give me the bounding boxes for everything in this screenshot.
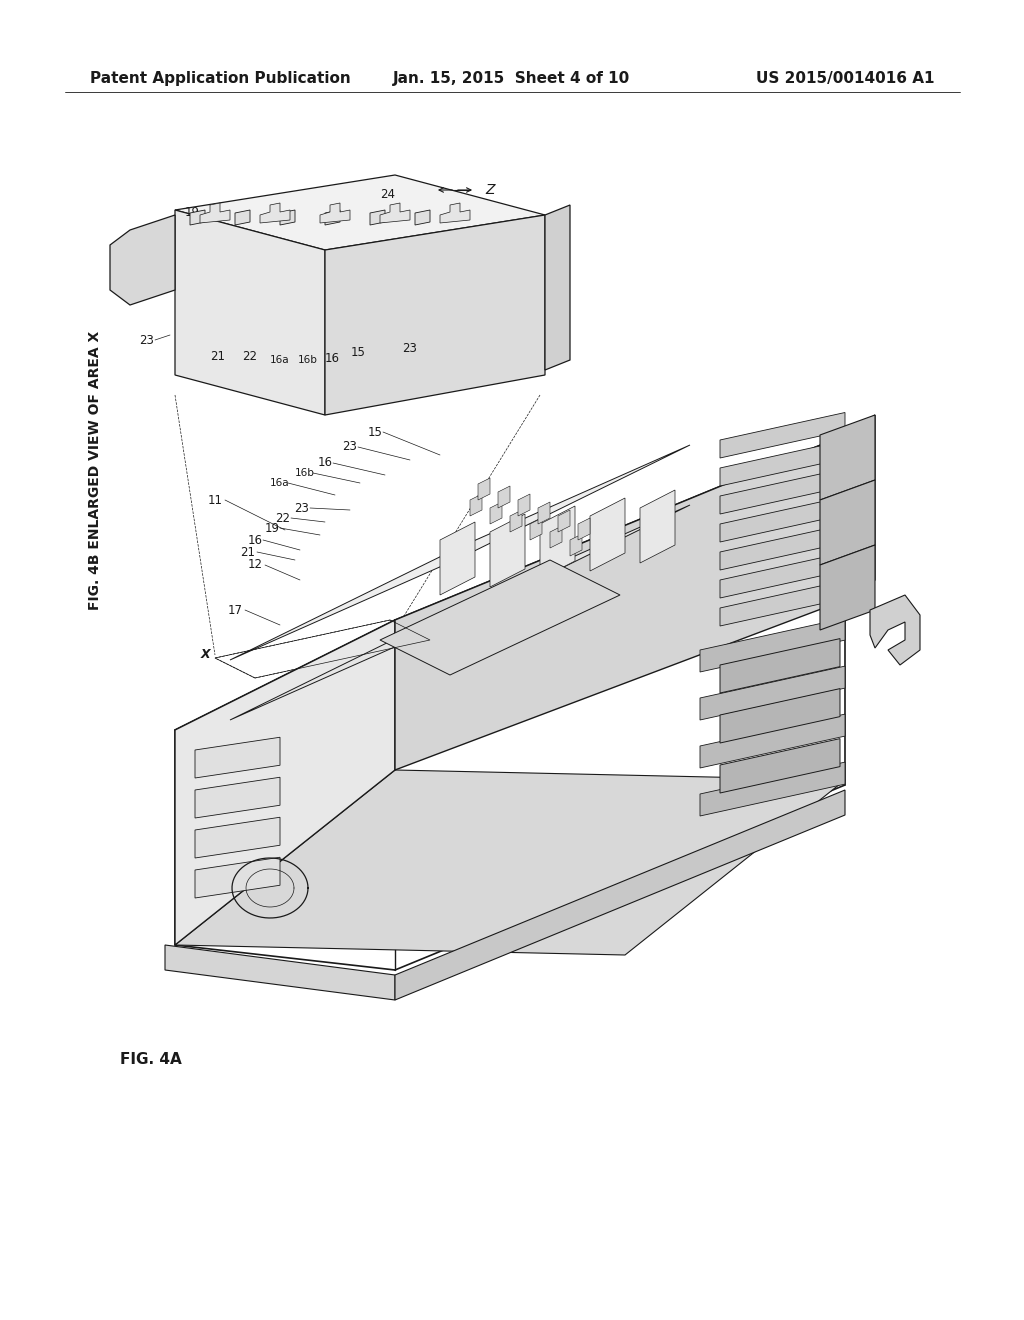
Text: X: X (200, 648, 210, 661)
Text: 15: 15 (368, 425, 382, 438)
Polygon shape (200, 203, 230, 223)
Polygon shape (870, 595, 920, 665)
Polygon shape (720, 412, 845, 458)
Polygon shape (478, 478, 490, 500)
Text: 21: 21 (211, 351, 225, 363)
Text: 22: 22 (243, 351, 257, 363)
Polygon shape (558, 510, 570, 532)
Polygon shape (395, 789, 845, 1001)
Polygon shape (325, 210, 340, 224)
Polygon shape (720, 689, 840, 743)
Text: 16a: 16a (270, 478, 290, 488)
Polygon shape (175, 620, 395, 945)
Polygon shape (380, 560, 620, 675)
Text: 11: 11 (208, 494, 222, 507)
Text: US 2015/0014016 A1: US 2015/0014016 A1 (757, 70, 935, 86)
Polygon shape (510, 510, 522, 532)
Polygon shape (720, 524, 845, 570)
Polygon shape (720, 639, 840, 693)
Polygon shape (570, 535, 582, 556)
Polygon shape (845, 414, 874, 601)
Polygon shape (230, 445, 690, 660)
Polygon shape (578, 517, 590, 540)
Text: 23: 23 (295, 502, 309, 515)
Text: 16: 16 (325, 351, 340, 364)
Polygon shape (260, 203, 290, 223)
Text: Z: Z (485, 183, 495, 197)
Polygon shape (175, 176, 545, 249)
Polygon shape (470, 494, 482, 516)
Text: 21: 21 (241, 545, 256, 558)
Polygon shape (640, 490, 675, 564)
Text: 17: 17 (227, 603, 243, 616)
Text: 23: 23 (343, 441, 357, 454)
Polygon shape (280, 210, 295, 224)
Text: X: X (227, 894, 237, 907)
Polygon shape (195, 857, 280, 898)
Text: 16: 16 (317, 457, 333, 470)
Polygon shape (538, 502, 550, 524)
Text: 16a: 16a (270, 355, 290, 366)
Polygon shape (490, 513, 525, 587)
Polygon shape (325, 215, 545, 414)
Text: 22: 22 (275, 511, 291, 524)
Polygon shape (370, 210, 385, 224)
Polygon shape (700, 714, 845, 768)
Polygon shape (490, 502, 502, 524)
Polygon shape (498, 486, 510, 508)
Text: 15: 15 (350, 346, 366, 359)
Polygon shape (415, 210, 430, 224)
Polygon shape (820, 414, 874, 500)
Polygon shape (190, 210, 205, 224)
Polygon shape (700, 667, 845, 719)
Polygon shape (590, 498, 625, 572)
Text: 23: 23 (402, 342, 418, 355)
Polygon shape (700, 618, 845, 672)
Polygon shape (720, 469, 845, 513)
Text: 24: 24 (381, 189, 395, 202)
Polygon shape (230, 506, 690, 719)
Polygon shape (550, 525, 562, 548)
Polygon shape (175, 210, 325, 414)
Polygon shape (440, 521, 475, 595)
Polygon shape (720, 581, 845, 626)
Polygon shape (234, 210, 250, 224)
Polygon shape (165, 945, 395, 1001)
Polygon shape (319, 203, 350, 223)
Polygon shape (820, 480, 874, 565)
Polygon shape (518, 494, 530, 516)
Text: Jan. 15, 2015  Sheet 4 of 10: Jan. 15, 2015 Sheet 4 of 10 (393, 70, 631, 86)
Text: 16: 16 (248, 533, 262, 546)
Polygon shape (195, 817, 280, 858)
Text: 16b: 16b (298, 355, 317, 366)
Polygon shape (380, 203, 410, 223)
Polygon shape (700, 762, 845, 816)
Text: 19: 19 (184, 206, 200, 219)
Text: Y: Y (559, 894, 567, 907)
Polygon shape (720, 496, 845, 543)
Text: 19: 19 (264, 521, 280, 535)
Polygon shape (545, 205, 570, 370)
Polygon shape (720, 739, 840, 793)
Polygon shape (720, 553, 845, 598)
Polygon shape (195, 777, 280, 818)
Polygon shape (530, 517, 542, 540)
Text: 12: 12 (248, 558, 262, 572)
Polygon shape (720, 441, 845, 486)
Polygon shape (395, 436, 845, 770)
Text: 16b: 16b (295, 469, 315, 478)
Polygon shape (820, 545, 874, 630)
Polygon shape (195, 738, 280, 777)
Polygon shape (110, 215, 175, 305)
Text: FIG. 4A: FIG. 4A (120, 1052, 181, 1068)
Polygon shape (440, 203, 470, 223)
Polygon shape (540, 506, 575, 579)
Polygon shape (175, 770, 845, 954)
Text: FIG. 4B ENLARGED VIEW OF AREA X: FIG. 4B ENLARGED VIEW OF AREA X (88, 330, 102, 610)
Text: 23: 23 (139, 334, 155, 346)
Text: Patent Application Publication: Patent Application Publication (90, 70, 351, 86)
